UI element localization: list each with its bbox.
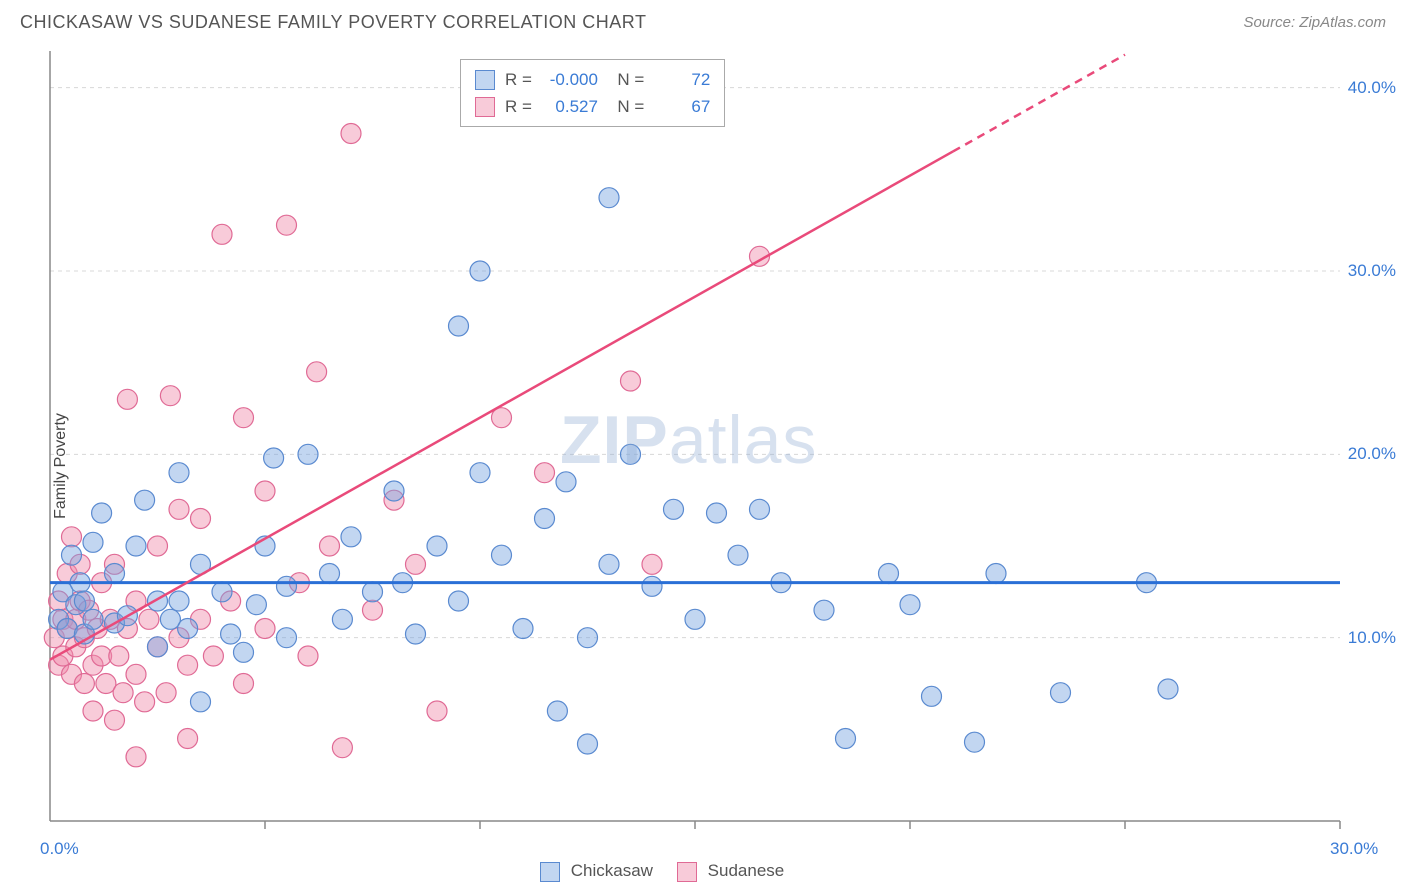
legend-r-label: R = [505, 93, 532, 120]
legend-label-chickasaw: Chickasaw [571, 861, 653, 880]
y-tick-label: 20.0% [1348, 444, 1396, 464]
x-tick-label: 0.0% [40, 839, 79, 859]
swatch-sudanese-icon [677, 862, 697, 882]
source-label: Source: ZipAtlas.com [1243, 14, 1386, 31]
legend-n-label: N = [608, 66, 644, 93]
y-tick-label: 30.0% [1348, 261, 1396, 281]
legend-r-chickasaw: -0.000 [542, 66, 598, 93]
legend-r-sudanese: 0.527 [542, 93, 598, 120]
correlation-legend: R = -0.000 N = 72 R = 0.527 N = 67 [460, 59, 725, 127]
legend-item-sudanese: Sudanese [677, 861, 784, 882]
x-tick-label: 30.0% [1330, 839, 1378, 859]
legend-n-label: N = [608, 93, 644, 120]
legend-r-label: R = [505, 66, 532, 93]
y-tick-label: 10.0% [1348, 628, 1396, 648]
y-tick-label: 40.0% [1348, 78, 1396, 98]
scatter-plot [0, 41, 1406, 891]
swatch-sudanese [475, 97, 495, 117]
chart-container: Family Poverty ZIPatlas R = -0.000 N = 7… [0, 41, 1406, 891]
swatch-chickasaw [475, 70, 495, 90]
legend-n-chickasaw: 72 [654, 66, 710, 93]
legend-label-sudanese: Sudanese [708, 861, 785, 880]
legend-row-sudanese: R = 0.527 N = 67 [475, 93, 710, 120]
series-legend: Chickasaw Sudanese [540, 861, 784, 882]
legend-row-chickasaw: R = -0.000 N = 72 [475, 66, 710, 93]
swatch-chickasaw-icon [540, 862, 560, 882]
chart-title: CHICKASAW VS SUDANESE FAMILY POVERTY COR… [20, 12, 646, 33]
legend-item-chickasaw: Chickasaw [540, 861, 653, 882]
legend-n-sudanese: 67 [654, 93, 710, 120]
